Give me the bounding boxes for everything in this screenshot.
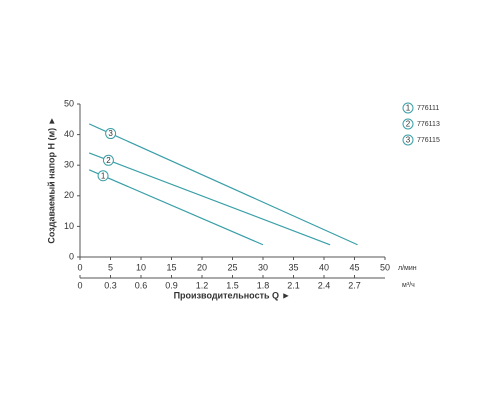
y-tick-label: 40 — [64, 129, 74, 139]
curve-marker — [97, 170, 109, 182]
x2-tick-label: 0.6 — [135, 280, 148, 290]
legend-marker — [402, 118, 414, 130]
legend-label: 776113 — [417, 121, 440, 128]
y-tick-label: 0 — [69, 251, 74, 261]
x-tick-label: 30 — [258, 262, 268, 272]
curve-marker — [105, 128, 117, 140]
x-tick-label: 50 — [380, 262, 390, 272]
x-tick-label: 0 — [77, 262, 82, 272]
y-tick-label: 50 — [64, 98, 74, 108]
x-tick-label: 25 — [227, 262, 237, 272]
x2-tick-label: 1.2 — [196, 280, 209, 290]
legend-marker — [402, 102, 414, 114]
series-line — [88, 123, 358, 246]
x2-tick-label: 0.9 — [165, 280, 178, 290]
curve-marker — [102, 154, 114, 166]
x2-tick-label: 1.5 — [226, 280, 239, 290]
curve-number: 3 — [108, 129, 113, 138]
x2-tick-label: 2.4 — [318, 280, 331, 290]
x2-tick-label: 2.1 — [287, 280, 300, 290]
y-tick-label: 20 — [64, 190, 74, 200]
y-tick-label: 30 — [64, 160, 74, 170]
x-tick-label: 5 — [108, 262, 113, 272]
legend-label: 776111 — [417, 105, 439, 112]
legend-number: 3 — [406, 136, 411, 145]
series-line — [88, 169, 264, 246]
curve-number: 1 — [101, 171, 106, 180]
x2-unit: м³/ч — [402, 282, 415, 289]
x2-tick-label: 0 — [77, 280, 82, 290]
curve-number: 2 — [106, 156, 111, 165]
x2-tick-label: 1.8 — [257, 280, 270, 290]
x2-tick-label: 2.7 — [348, 280, 361, 290]
x-tick-label: 40 — [319, 262, 329, 272]
y-axis-title: Создаваемый напор H (м) ► — [46, 116, 56, 243]
y-tick-label: 10 — [64, 221, 74, 231]
x2-tick-label: 0.3 — [104, 280, 117, 290]
x-tick-label: 20 — [197, 262, 207, 272]
x-unit: л/мин — [398, 265, 417, 272]
legend-number: 1 — [406, 104, 411, 113]
x-tick-label: 45 — [349, 262, 359, 272]
x-tick-label: 35 — [288, 262, 298, 272]
x-tick-label: 10 — [136, 262, 146, 272]
x-axis-title: Производительность Q ► — [174, 290, 291, 300]
x-tick-label: 15 — [166, 262, 176, 272]
legend-label: 776115 — [417, 137, 440, 144]
legend-marker — [402, 134, 414, 146]
legend-number: 2 — [406, 120, 411, 129]
series-line — [88, 152, 331, 246]
